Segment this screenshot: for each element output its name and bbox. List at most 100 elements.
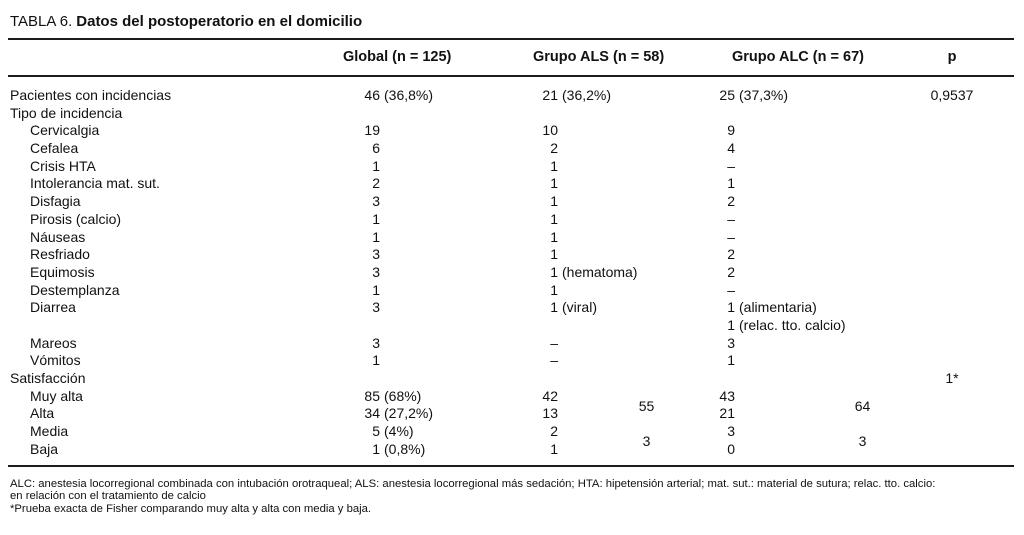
cell-global-suffix: (68%) xyxy=(384,387,422,404)
table-row: Baja 1 (0,8%) 1 0 xyxy=(0,441,1024,459)
row-label: Media xyxy=(30,423,69,440)
cell-als-number: 2 xyxy=(550,140,558,157)
footnote-abbreviations-line1: ALC: anestesia locorregional combinada c… xyxy=(10,478,936,490)
cell-global-number: 3 xyxy=(372,263,380,280)
cell-alc-number xyxy=(665,105,735,123)
cell-als-number: 1 xyxy=(550,175,558,192)
cell-als-number: 1 xyxy=(550,263,558,280)
cell-als-suffix xyxy=(558,140,628,158)
cell-alc-merged-spacer xyxy=(845,335,880,353)
cell-p-value: 0,9537 xyxy=(930,87,974,103)
cell-als-merged-spacer xyxy=(628,370,665,388)
cell-p-value xyxy=(880,388,1024,406)
cell-als-merged-spacer xyxy=(628,105,665,123)
cell-global-suffix: (4%) xyxy=(384,423,414,440)
table-row: Alta 34 (27,2%) 13 21 xyxy=(0,405,1024,423)
cell-alc-suffix xyxy=(735,282,845,300)
cell-als-suffix: (36,2%) xyxy=(562,87,612,103)
cell-p-value xyxy=(880,140,1024,158)
row-label: Baja xyxy=(30,440,59,457)
rule-bottom xyxy=(8,465,1014,467)
cell-als-suffix xyxy=(558,158,628,176)
cell-p-value xyxy=(880,423,1024,441)
cell-alc-number: 9 xyxy=(727,122,735,139)
row-label: Equimosis xyxy=(30,263,95,280)
cell-als-suffix xyxy=(558,441,628,459)
cell-p-value xyxy=(880,105,1024,123)
cell-alc-suffix xyxy=(735,175,845,193)
cell-alc-number: 2 xyxy=(727,246,735,263)
cell-p-value xyxy=(880,122,1024,140)
table-row: Cervicalgia 19 10 9 xyxy=(0,122,1024,140)
cell-p-value xyxy=(880,441,1024,459)
cell-alc-number: 1 xyxy=(727,299,735,316)
cell-als-suffix xyxy=(558,405,628,423)
cell-als-merged-spacer xyxy=(628,229,665,247)
cell-als-suffix xyxy=(558,388,628,406)
row-label xyxy=(0,317,343,335)
cell-als-number: 1 xyxy=(550,228,558,245)
cell-alc-merged-spacer xyxy=(845,317,880,335)
row-label: Cefalea xyxy=(30,140,79,157)
cell-als-suffix xyxy=(558,122,628,140)
table-row: Náuseas 1 1 – xyxy=(0,229,1024,247)
cell-p-value xyxy=(880,352,1024,370)
cell-alc-number: – xyxy=(727,281,735,298)
table-row: Equimosis 3 1 (hematoma) 2 xyxy=(0,264,1024,282)
cell-als-number: 10 xyxy=(542,122,558,139)
cell-alc-suffix xyxy=(735,352,845,370)
cell-als-merged-spacer xyxy=(628,193,665,211)
cell-global-suffix xyxy=(380,229,525,247)
cell-alc-suffix: (37,3%) xyxy=(739,87,789,103)
cell-alc-suffix xyxy=(735,441,845,459)
cell-p-value xyxy=(880,264,1024,282)
cell-alc-number: 0 xyxy=(727,440,735,457)
table-row: Pacientes con incidencias 46 (36,8%) 21 … xyxy=(0,87,1024,105)
table-row: Tipo de incidencia xyxy=(0,105,1024,123)
cell-global-number: 85 xyxy=(364,387,380,404)
rule-below-header xyxy=(8,75,1014,77)
merged-value-als-satisfaction-low: 3 xyxy=(642,433,651,449)
cell-alc-number xyxy=(665,370,735,388)
cell-alc-number: 3 xyxy=(727,423,735,440)
row-label: Mareos xyxy=(30,334,77,351)
cell-alc-number: 3 xyxy=(727,334,735,351)
cell-alc-number: 1 xyxy=(727,175,735,192)
merged-value-als-satisfaction-high: 55 xyxy=(638,398,655,414)
row-label: Crisis HTA xyxy=(30,157,96,174)
cell-global-number: 3 xyxy=(372,334,380,351)
cell-global-suffix xyxy=(380,122,525,140)
cell-als-number: 2 xyxy=(550,423,558,440)
table-row: Resfriado 3 1 2 xyxy=(0,246,1024,264)
table-title: TABLA 6. Datos del postoperatorio en el d… xyxy=(10,13,362,30)
cell-als-number: 13 xyxy=(542,405,558,422)
footnotes: ALC: anestesia locorregional combinada c… xyxy=(10,478,935,515)
cell-als-merged-spacer xyxy=(628,335,665,353)
cell-als-number: – xyxy=(550,334,558,351)
cell-alc-merged-spacer xyxy=(845,370,880,388)
cell-global-number: 34 xyxy=(364,405,380,422)
row-label: Vómitos xyxy=(30,352,81,369)
cell-als-merged-spacer xyxy=(628,282,665,300)
cell-global-suffix xyxy=(380,370,525,388)
table-row: Diarrea 3 1 (viral) 1 (alimentaria) xyxy=(0,299,1024,317)
row-label: Náuseas xyxy=(30,228,86,245)
cell-als-suffix: (hematoma) xyxy=(562,263,638,280)
cell-global-number xyxy=(343,370,380,388)
column-header-p: p xyxy=(947,49,957,65)
cell-global-number: 5 xyxy=(372,423,380,440)
row-label: Disfagia xyxy=(30,193,81,210)
cell-als-merged-spacer xyxy=(628,175,665,193)
row-label: Resfriado xyxy=(30,246,90,263)
cell-p-value xyxy=(880,405,1024,423)
table-row: Muy alta 85 (68%) 42 43 xyxy=(0,388,1024,406)
cell-als-suffix xyxy=(558,370,628,388)
cell-als-suffix xyxy=(558,423,628,441)
cell-alc-merged-spacer xyxy=(845,352,880,370)
cell-p-value xyxy=(880,211,1024,229)
cell-global-suffix: (36,8%) xyxy=(384,87,434,103)
merged-value-alc-satisfaction-high: 64 xyxy=(854,398,871,414)
cell-alc-suffix xyxy=(735,246,845,264)
cell-global-suffix xyxy=(380,264,525,282)
